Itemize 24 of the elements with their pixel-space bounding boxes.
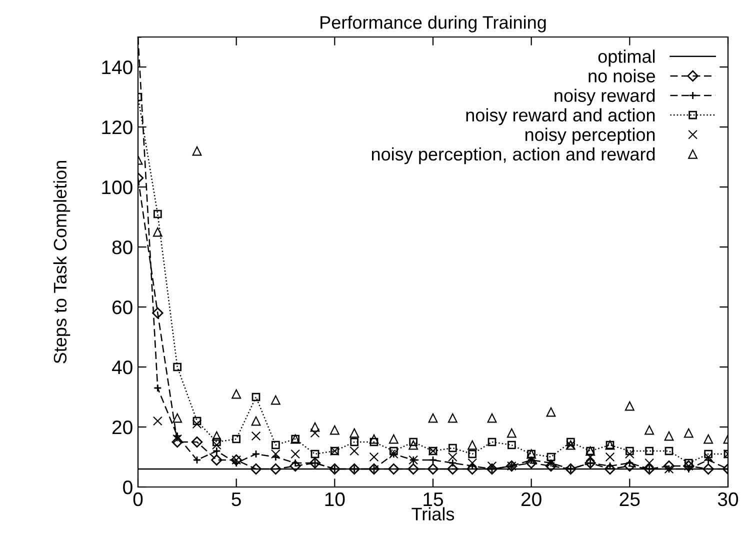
legend-label: noisy reward and action	[466, 108, 655, 126]
y-tick-label: 20	[112, 420, 132, 434]
x-tick-label: 30	[718, 492, 738, 506]
x-tick-label: 15	[424, 492, 443, 506]
y-tick-label: 100	[102, 180, 132, 194]
y-tick-label: 60	[112, 300, 132, 314]
y-tick-label: 140	[102, 60, 132, 74]
y-axis-title: Steps to Task Completion	[53, 160, 70, 364]
y-tick-label: 0	[123, 480, 132, 494]
legend-label: no noise	[588, 69, 655, 82]
x-tick-label: 20	[522, 492, 542, 506]
x-tick-label: 0	[133, 492, 143, 506]
x-tick-label: 10	[325, 492, 345, 506]
y-tick-label: 80	[112, 240, 132, 254]
chart-title: Performance during Training	[320, 16, 546, 32]
x-tick-label: 25	[620, 492, 640, 506]
legend-label: optimal	[598, 50, 655, 66]
y-tick-label: 40	[112, 360, 132, 374]
x-tick-label: 5	[232, 492, 241, 506]
x-axis-title: Trials	[412, 507, 454, 520]
y-tick-label: 120	[102, 120, 132, 134]
legend-label: noisy perception	[526, 128, 655, 145]
legend-label: noisy perception, action and reward	[372, 147, 655, 164]
legend-label: noisy reward	[554, 88, 655, 106]
